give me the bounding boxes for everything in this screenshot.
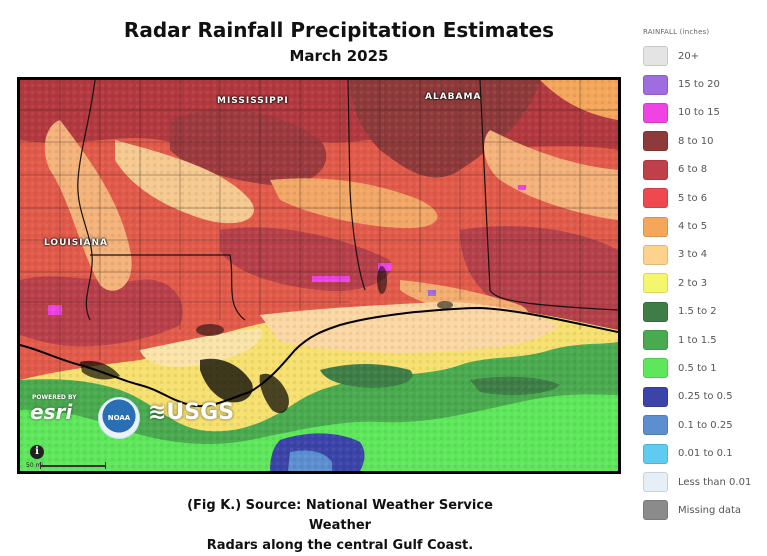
legend-items: 20+ 15 to 20 10 to 15 8 to 10 6 to 8 5 to 6 4 …: [643, 42, 763, 525]
legend-item: Less than 0.01: [643, 468, 763, 496]
usgs-logo: ≋USGS: [148, 400, 235, 425]
esri-logo: esri: [30, 400, 73, 424]
legend-label: 15 to 20: [678, 79, 720, 91]
legend-item: Missing data: [643, 496, 763, 524]
legend-swatch: [643, 131, 668, 152]
legend-label: 6 to 8: [678, 164, 708, 176]
legend-swatch: [643, 472, 668, 493]
county-boundaries: [20, 80, 618, 380]
legend-title: RAINFALL (inches): [643, 28, 710, 36]
legend-label: Less than 0.01: [678, 476, 752, 488]
legend-swatch: [643, 102, 668, 123]
legend-item: 1.5 to 2: [643, 298, 763, 326]
legend-swatch: [643, 188, 668, 209]
legend-label: 1.5 to 2: [678, 306, 717, 318]
legend-swatch: [643, 358, 668, 379]
gulf-coastline: [20, 306, 618, 408]
caption-line-2: Radars along the central Gulf Coast.: [206, 538, 474, 553]
legend-item: 0.01 to 0.1: [643, 439, 763, 467]
state-label-louisiana: LOUISIANA: [44, 238, 109, 248]
legend-label: 0.5 to 1: [678, 362, 717, 374]
info-icon[interactable]: i: [30, 445, 44, 459]
legend-item: 3 to 4: [643, 241, 763, 269]
lakes: [196, 266, 453, 336]
legend-item: 0.5 to 1: [643, 354, 763, 382]
rainfall-legend: RAINFALL (inches) 20+ 15 to 20 10 to 15 8 t…: [643, 28, 763, 525]
legend-item: 0.25 to 0.5: [643, 383, 763, 411]
legend-swatch: [643, 415, 668, 436]
powered-by-text: POWERED BY: [32, 394, 77, 401]
legend-label: 4 to 5: [678, 221, 708, 233]
legend-label: 2 to 3: [678, 277, 708, 289]
state-label-mississippi: MISSISSIPPI: [217, 96, 289, 106]
legend-swatch: [643, 46, 668, 67]
state-label-alabama: ALABAMA: [425, 92, 482, 102]
legend-swatch: [643, 216, 668, 237]
legend-label: 0.1 to 0.25: [678, 419, 733, 431]
legend-swatch: [643, 159, 668, 180]
coastal-marsh: [80, 358, 289, 414]
legend-item: 10 to 15: [643, 99, 763, 127]
legend-label: 5 to 6: [678, 192, 708, 204]
legend-swatch: [643, 301, 668, 322]
legend-swatch: [643, 74, 668, 95]
legend-label: 0.25 to 0.5: [678, 391, 733, 403]
legend-label: 20+: [678, 50, 700, 62]
legend-item: 5 to 6: [643, 184, 763, 212]
caption-line-1: (Fig K.) Source: National Weather Servic…: [187, 498, 493, 533]
legend-item: 4 to 5: [643, 212, 763, 240]
legend-label: Missing data: [678, 504, 741, 516]
legend-item: 8 to 10: [643, 127, 763, 155]
legend-swatch: [643, 386, 668, 407]
noaa-logo: NOAA: [98, 397, 140, 439]
legend-item: 1 to 1.5: [643, 326, 763, 354]
state-boundaries: [77, 80, 618, 321]
legend-swatch: [643, 273, 668, 294]
legend-label: 3 to 4: [678, 249, 708, 261]
scale-bar: 50 mi: [26, 461, 108, 470]
legend-item: 2 to 3: [643, 269, 763, 297]
chart-subtitle: March 2025: [289, 47, 389, 65]
map-canvas: [20, 80, 618, 471]
chart-title: Radar Rainfall Precipitation Estimates: [123, 18, 555, 42]
rainfall-map[interactable]: MISSISSIPPI ALABAMA LOUISIANA POWERED BY…: [17, 77, 621, 474]
legend-swatch: [643, 244, 668, 265]
legend-swatch: [643, 330, 668, 351]
legend-swatch: [643, 500, 668, 521]
legend-swatch: [643, 443, 668, 464]
figure-caption: (Fig K.) Source: National Weather Servic…: [160, 496, 520, 556]
legend-item: 15 to 20: [643, 70, 763, 98]
legend-item: 6 to 8: [643, 156, 763, 184]
legend-label: 0.01 to 0.1: [678, 448, 733, 460]
scale-bar-label: 50 mi: [26, 462, 44, 469]
legend-item: 0.1 to 0.25: [643, 411, 763, 439]
legend-label: 1 to 1.5: [678, 334, 717, 346]
legend-label: 10 to 15: [678, 107, 720, 119]
legend-item: 20+: [643, 42, 763, 70]
legend-label: 8 to 10: [678, 135, 714, 147]
